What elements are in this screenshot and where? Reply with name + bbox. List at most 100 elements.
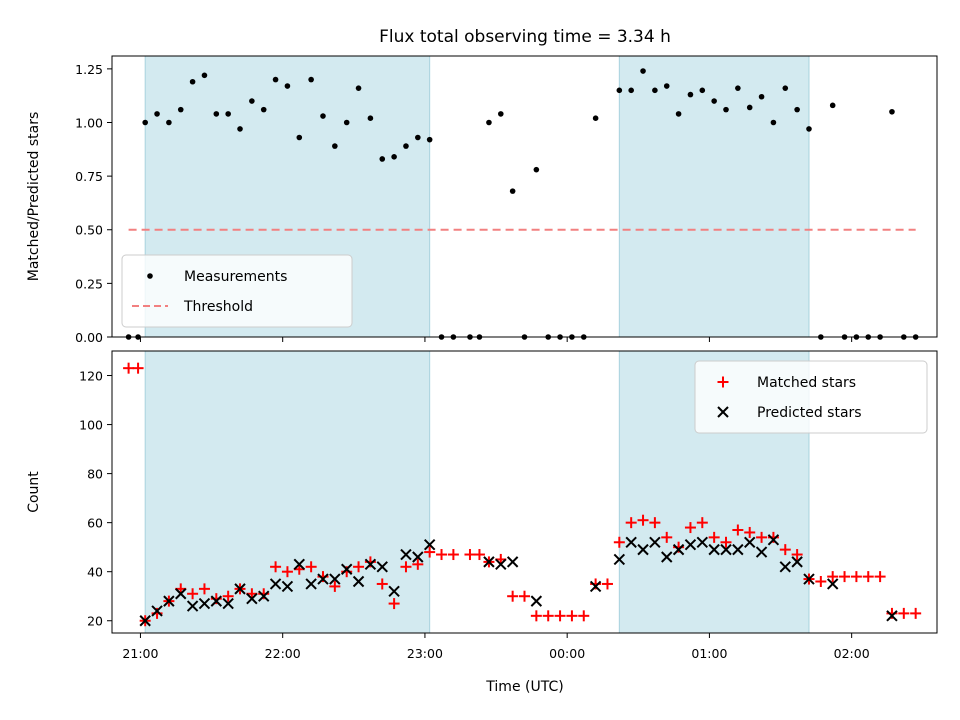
x-tick-label: 23:00 [407,646,443,661]
y-tick-label: 0.25 [75,276,103,291]
data-point [507,590,519,602]
data-point [509,188,516,194]
x-marker-b [222,597,234,610]
data-point [352,575,365,588]
data-point [530,595,543,607]
legend-frame [121,254,353,328]
data-point [400,548,412,561]
data-point [426,136,433,143]
data-point [770,119,777,126]
data-point [826,578,839,590]
y-tick-label: 20 [87,614,103,629]
data-point [554,610,566,622]
x-marker-b [661,551,673,563]
legend: Matched stars Predicted stars [694,360,928,434]
data-point [758,93,765,100]
x-marker-b [139,615,151,627]
data-point [625,536,637,548]
x-marker-b [340,563,353,575]
data-point [530,610,542,622]
data-point [260,106,267,113]
x-marker-b [317,573,329,585]
x-marker-b [234,583,246,595]
x-marker-b [506,556,519,568]
data-point [308,76,314,83]
data-point [222,590,234,602]
data-point [320,113,326,119]
data-point [746,104,753,111]
data-point [332,143,338,149]
data-point [732,543,744,556]
data-point [566,610,578,622]
data-point [723,106,729,113]
legend-item: Measurements [147,269,287,285]
x-marker-b [483,556,495,568]
data-point [166,119,172,126]
data-point [376,578,388,590]
x-marker-b [400,548,412,561]
data-point [661,551,673,563]
data-point [910,607,922,619]
data-point [269,578,282,590]
data-point [249,98,255,104]
data-point [791,556,803,568]
data-point [175,588,187,600]
data-point [767,534,780,546]
data-point [806,126,812,132]
data-point [142,119,148,126]
data-point [237,126,243,132]
x-marker-b [258,590,270,602]
data-point [889,108,895,115]
x-marker-b [198,597,211,610]
x-marker-b [281,580,294,593]
data-point [412,551,424,563]
data-point [305,561,317,573]
x-marker-b [530,595,543,607]
data-point [782,85,789,91]
x-marker-b [755,546,768,558]
data-point [412,558,424,570]
data-point [616,87,623,94]
data-point [755,546,768,558]
series-layer [123,362,922,627]
data-point [270,561,282,573]
data-point [379,156,386,162]
data-point [329,573,341,585]
data-point [281,580,294,593]
x-marker-b [803,573,815,585]
y-tick-label: 100 [79,418,103,433]
x-marker-b [672,543,685,556]
y-tick-label: 60 [87,516,103,531]
y-tick-label: 80 [87,467,103,482]
x-marker-b [364,558,377,571]
y-tick-label: 0.75 [75,169,103,184]
data-point [732,524,744,536]
data-point [234,583,246,595]
x-marker-b [246,592,258,605]
x-marker-b [717,406,729,418]
data-point [637,543,649,556]
data-point [495,558,507,571]
data-point [717,406,729,418]
data-point [486,119,492,126]
legend: Measurements Threshold [121,254,353,328]
data-point [506,556,519,568]
data-point [640,68,646,74]
data-point [663,83,670,89]
x-tick-label: 01:00 [691,646,727,661]
data-point [578,610,590,622]
data-point [213,111,220,117]
data-point [123,362,135,374]
data-point [652,87,658,94]
x-marker-b [613,553,626,566]
data-point [699,87,706,94]
data-point [293,558,305,571]
data-point [898,607,910,619]
data-point [649,536,661,548]
x-marker-b [495,558,507,571]
data-point [187,588,199,600]
data-point [198,597,211,610]
data-point [675,111,682,117]
x-marker-b [696,536,709,548]
x-marker-b [637,543,649,556]
